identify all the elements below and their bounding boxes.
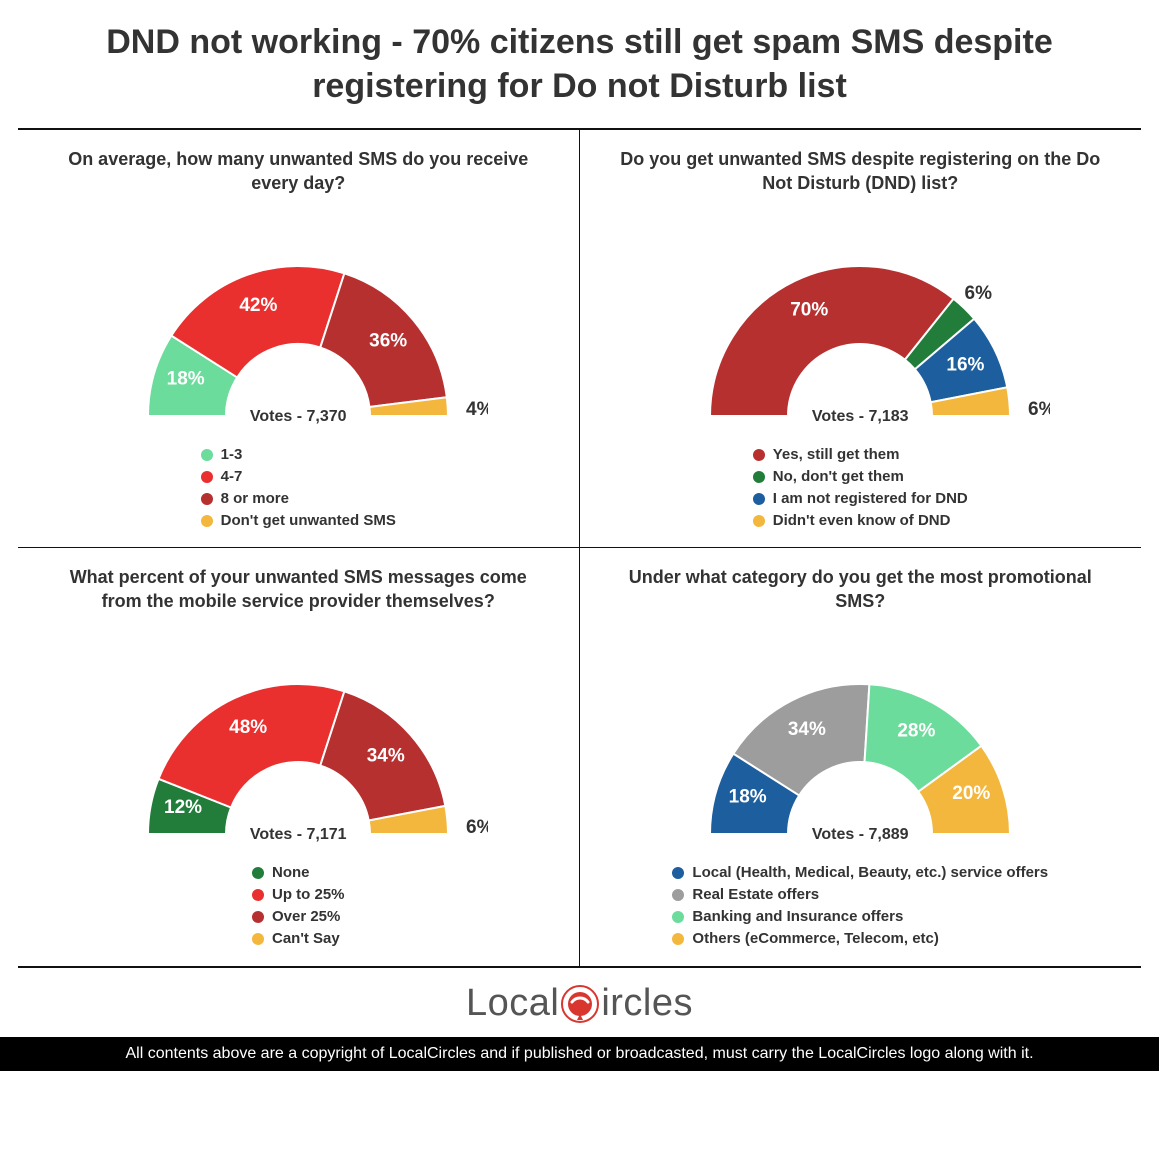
legend-swatch — [672, 867, 684, 879]
legend-swatch — [672, 889, 684, 901]
legend-label: Others (eCommerce, Telecom, etc) — [692, 928, 938, 950]
legend-label: Yes, still get them — [773, 444, 900, 466]
chart-grid: On average, how many unwanted SMS do you… — [18, 128, 1141, 968]
legend-item: Real Estate offers — [672, 884, 1048, 906]
legend-label: No, don't get them — [773, 466, 904, 488]
legend-swatch — [252, 867, 264, 879]
legend-item: Banking and Insurance offers — [672, 906, 1048, 928]
legend-swatch — [201, 449, 213, 461]
votes-label: Votes - 7,370 — [108, 408, 488, 426]
panel-question: On average, how many unwanted SMS do you… — [38, 148, 559, 220]
chart-legend: Local (Health, Medical, Beauty, etc.) se… — [672, 862, 1048, 949]
legend-item: Local (Health, Medical, Beauty, etc.) se… — [672, 862, 1048, 884]
legend-item: 1-3 — [201, 444, 396, 466]
segment-label: 70% — [790, 300, 828, 321]
panel-question: What percent of your unwanted SMS messag… — [38, 566, 559, 638]
segment-label: 6% — [965, 283, 993, 304]
logo-circle-icon — [560, 984, 600, 1024]
legend-item: Over 25% — [252, 906, 345, 928]
legend-label: None — [272, 862, 310, 884]
page-title: DND not working - 70% citizens still get… — [18, 10, 1141, 128]
donut-segment — [159, 684, 345, 807]
segment-label: 48% — [229, 718, 267, 739]
legend-label: Didn't even know of DND — [773, 510, 951, 532]
legend-swatch — [753, 471, 765, 483]
legend-label: Local (Health, Medical, Beauty, etc.) se… — [692, 862, 1048, 884]
legend-swatch — [252, 889, 264, 901]
legend-swatch — [753, 493, 765, 505]
panel-4: Under what category do you get the most … — [580, 548, 1142, 966]
panel-2: Do you get unwanted SMS despite register… — [580, 130, 1142, 548]
legend-item: 4-7 — [201, 466, 396, 488]
legend-label: 4-7 — [221, 466, 243, 488]
legend-label: 8 or more — [221, 488, 289, 510]
footer-logo: Local ircles — [18, 968, 1141, 1037]
legend-label: Banking and Insurance offers — [692, 906, 903, 928]
segment-label: 28% — [898, 721, 936, 742]
votes-label: Votes - 7,889 — [670, 826, 1050, 844]
legend-item: Up to 25% — [252, 884, 345, 906]
legend-item: Yes, still get them — [753, 444, 968, 466]
panel-question: Do you get unwanted SMS despite register… — [600, 148, 1122, 220]
logo-prefix: Local — [466, 982, 559, 1025]
logo-suffix: ircles — [601, 982, 693, 1025]
chart-legend: 1-34-78 or moreDon't get unwanted SMS — [201, 444, 396, 531]
copyright-bar: All contents above are a copyright of Lo… — [0, 1037, 1159, 1071]
panel-3: What percent of your unwanted SMS messag… — [18, 548, 580, 966]
semi-donut-chart: 70%6%16%6%Votes - 7,183 — [670, 230, 1050, 430]
chart-legend: Yes, still get themNo, don't get themI a… — [753, 444, 968, 531]
segment-label: 18% — [729, 787, 767, 808]
legend-item: None — [252, 862, 345, 884]
legend-swatch — [252, 933, 264, 945]
segment-label: 34% — [788, 719, 826, 740]
legend-swatch — [753, 515, 765, 527]
chart-legend: NoneUp to 25%Over 25%Can't Say — [252, 862, 345, 949]
votes-label: Votes - 7,171 — [108, 826, 488, 844]
legend-swatch — [672, 911, 684, 923]
legend-label: Real Estate offers — [692, 884, 819, 906]
votes-label: Votes - 7,183 — [670, 408, 1050, 426]
legend-swatch — [201, 493, 213, 505]
legend-label: 1-3 — [221, 444, 243, 466]
legend-item: Didn't even know of DND — [753, 510, 968, 532]
segment-label: 16% — [947, 355, 985, 376]
legend-item: No, don't get them — [753, 466, 968, 488]
segment-label: 42% — [240, 295, 278, 316]
legend-swatch — [201, 515, 213, 527]
segment-label: 12% — [164, 797, 202, 818]
legend-swatch — [753, 449, 765, 461]
legend-swatch — [201, 471, 213, 483]
infographic-container: DND not working - 70% citizens still get… — [0, 0, 1159, 1037]
donut-segment — [710, 266, 954, 416]
legend-swatch — [252, 911, 264, 923]
legend-item: Can't Say — [252, 928, 345, 950]
legend-label: Can't Say — [272, 928, 340, 950]
segment-label: 34% — [367, 746, 405, 767]
panel-question: Under what category do you get the most … — [600, 566, 1122, 638]
segment-label: 20% — [953, 783, 991, 804]
semi-donut-chart: 12%48%34%6%Votes - 7,171 — [108, 648, 488, 848]
segment-label: 36% — [369, 331, 407, 352]
semi-donut-chart: 18%42%36%4%Votes - 7,370 — [108, 230, 488, 430]
legend-label: Up to 25% — [272, 884, 345, 906]
legend-item: Don't get unwanted SMS — [201, 510, 396, 532]
panel-1: On average, how many unwanted SMS do you… — [18, 130, 580, 548]
legend-item: 8 or more — [201, 488, 396, 510]
semi-donut-chart: 18% 34% 28% 20% Votes - 7,889 — [670, 648, 1050, 848]
legend-label: Don't get unwanted SMS — [221, 510, 396, 532]
legend-item: Others (eCommerce, Telecom, etc) — [672, 928, 1048, 950]
legend-label: I am not registered for DND — [773, 488, 968, 510]
segment-label: 18% — [167, 369, 205, 390]
legend-item: I am not registered for DND — [753, 488, 968, 510]
legend-swatch — [672, 933, 684, 945]
logo-text: Local ircles — [466, 982, 693, 1025]
legend-label: Over 25% — [272, 906, 340, 928]
